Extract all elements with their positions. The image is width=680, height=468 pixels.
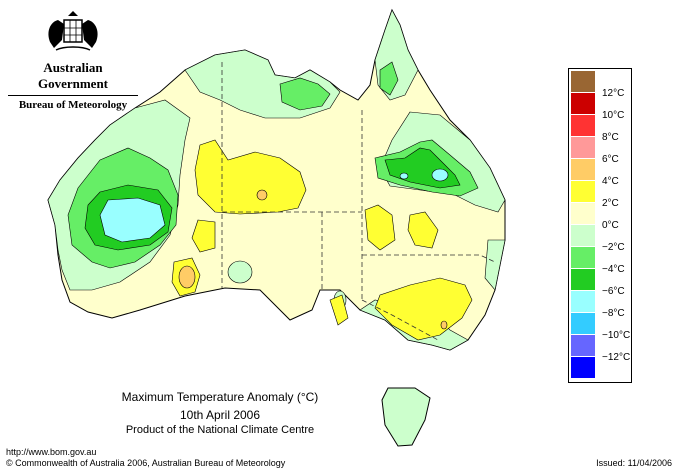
government-name: Australian Government [8,60,138,96]
legend-swatch [571,93,595,115]
anomaly-band-minus8-west [99,197,166,243]
anomaly-band-plus2-central [194,139,307,215]
anomaly-band-plus2-east-b [407,211,439,249]
anomaly-band-minus8-qld-b [399,172,409,180]
legend-label: 10°C [602,110,625,121]
legend-label: 2°C [602,198,619,209]
bureau-name: Bureau of Meteorology [18,99,128,111]
legend-swatch [571,335,595,357]
color-legend: 12°C 10°C 8°C 6°C 4°C 2°C 0°C −2°C −4°C −6°C −8°C −… [568,68,632,383]
anomaly-band-plus2-wa [191,219,216,253]
legend-label: 12°C [602,88,625,99]
legend-swatch [571,269,595,291]
legend-label: −4°C [602,264,625,275]
legend-label: 6°C [602,154,619,165]
legend-swatch [571,313,595,335]
state-borders [221,62,496,341]
map-credit: Product of the National Climate Centre [125,424,315,436]
website-link[interactable]: http://www.bom.gov.au [6,447,97,457]
legend-swatch [571,181,595,203]
anomaly-band-plus2-nsw [374,277,473,341]
anomaly-band-plus4-nsw [440,320,448,330]
map-date: 10th April 2006 [179,408,261,422]
government-logo: Australian Government Bureau of Meteorol… [8,10,138,111]
legend-swatch [571,203,595,225]
anomaly-band-plus4-central [256,189,268,201]
coat-of-arms-icon [48,11,98,51]
anomaly-band-minus8-qld-a [431,168,449,182]
legend-label: 8°C [602,132,619,143]
legend-label: −6°C [602,286,625,297]
legend-swatch [571,225,595,247]
anomaly-band-plus4-wa-core [178,265,196,289]
legend-swatch [571,137,595,159]
legend-swatch [571,357,595,379]
anomaly-band-minus4-capeyork [379,61,399,96]
legend-label: −8°C [602,308,625,319]
tasmania [381,387,431,447]
anomaly-band-minus2-sa [227,260,253,284]
legend-swatch [571,71,595,93]
issued-date: Issued: 11/04/2006 [596,458,672,468]
anomaly-band-plus2-bight [329,294,349,326]
anomaly-band-minus2-nsw [484,239,506,291]
legend-label: −12°C [602,352,631,363]
legend-label: 4°C [602,176,619,187]
legend-label: −10°C [602,330,631,341]
anomaly-band-minus4-topend [279,77,331,111]
legend-label: 0°C [602,220,619,231]
legend-label: −2°C [602,242,625,253]
legend-swatch [571,159,595,181]
legend-swatch [571,247,595,269]
anomaly-band-plus2-east-a [364,204,396,251]
map-title: Maximum Temperature Anomaly (°C) [121,390,319,404]
copyright-notice: © Commonwealth of Australia 2006, Austra… [6,458,286,468]
legend-swatch [571,291,595,313]
legend-swatch [571,115,595,137]
